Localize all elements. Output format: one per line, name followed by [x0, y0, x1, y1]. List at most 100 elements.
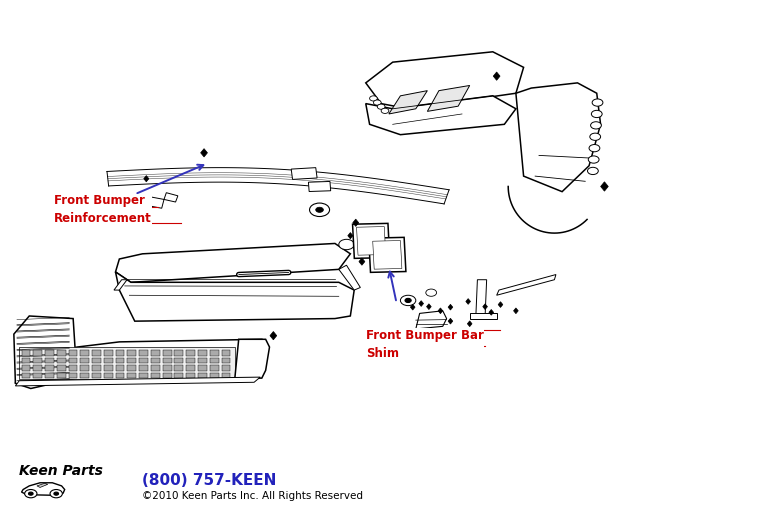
Bar — [186, 350, 195, 356]
Polygon shape — [19, 347, 235, 379]
Circle shape — [50, 490, 62, 498]
Bar — [209, 358, 219, 363]
Polygon shape — [353, 219, 359, 226]
Circle shape — [591, 122, 601, 129]
Polygon shape — [448, 318, 453, 324]
Polygon shape — [389, 91, 427, 114]
Polygon shape — [494, 72, 500, 80]
Text: Front Bumper Bar
Shim: Front Bumper Bar Shim — [366, 329, 484, 360]
Polygon shape — [516, 83, 601, 192]
Bar — [116, 373, 125, 378]
Bar — [57, 358, 65, 363]
Bar — [357, 226, 386, 255]
Circle shape — [25, 490, 37, 498]
Polygon shape — [114, 280, 127, 290]
Bar — [186, 373, 195, 378]
Bar — [104, 350, 112, 356]
Circle shape — [426, 289, 437, 296]
Bar — [80, 373, 89, 378]
Bar — [92, 373, 101, 378]
Circle shape — [590, 133, 601, 140]
Bar — [45, 373, 54, 378]
Polygon shape — [116, 272, 354, 321]
Circle shape — [588, 156, 599, 163]
Bar — [104, 365, 112, 371]
Polygon shape — [22, 483, 65, 495]
Circle shape — [370, 96, 377, 101]
Polygon shape — [366, 52, 524, 109]
Bar — [127, 358, 136, 363]
Bar — [80, 365, 89, 371]
Bar — [151, 350, 160, 356]
Polygon shape — [470, 313, 497, 319]
Polygon shape — [498, 302, 503, 308]
Polygon shape — [466, 299, 470, 305]
Bar — [104, 358, 112, 363]
Polygon shape — [107, 168, 449, 204]
Bar — [151, 373, 160, 378]
Bar — [92, 350, 101, 356]
Bar — [127, 365, 136, 371]
Bar — [92, 358, 101, 363]
Circle shape — [54, 492, 59, 495]
Circle shape — [591, 110, 602, 118]
Polygon shape — [15, 339, 262, 383]
Bar — [139, 350, 148, 356]
Polygon shape — [235, 339, 270, 378]
Polygon shape — [476, 280, 487, 316]
Bar — [309, 181, 330, 192]
Polygon shape — [142, 196, 164, 208]
Bar — [198, 350, 207, 356]
Bar — [162, 350, 172, 356]
Circle shape — [588, 167, 598, 175]
Bar — [209, 365, 219, 371]
Bar — [22, 350, 30, 356]
Polygon shape — [14, 316, 77, 388]
Polygon shape — [116, 243, 350, 282]
Bar — [69, 373, 78, 378]
Text: Keen Parts: Keen Parts — [19, 464, 103, 479]
Bar — [139, 365, 148, 371]
Bar — [92, 365, 101, 371]
Bar — [198, 373, 207, 378]
Bar — [291, 168, 317, 179]
Bar — [57, 373, 65, 378]
Text: Front Bumper
Reinforcement: Front Bumper Reinforcement — [54, 194, 152, 225]
Bar — [33, 365, 42, 371]
Polygon shape — [359, 258, 365, 265]
Polygon shape — [601, 182, 608, 191]
Bar — [45, 350, 54, 356]
Polygon shape — [339, 265, 360, 290]
Bar — [116, 365, 125, 371]
Circle shape — [310, 203, 330, 217]
Bar — [175, 358, 183, 363]
Polygon shape — [448, 305, 453, 310]
Circle shape — [373, 100, 381, 105]
Bar — [175, 373, 183, 378]
Bar — [22, 365, 30, 371]
Circle shape — [377, 104, 385, 109]
Circle shape — [339, 239, 354, 250]
Bar — [80, 350, 89, 356]
Polygon shape — [201, 149, 207, 157]
Bar — [22, 358, 30, 363]
Polygon shape — [164, 193, 178, 202]
Bar — [33, 373, 42, 378]
Bar — [69, 350, 78, 356]
Bar — [151, 358, 160, 363]
Polygon shape — [489, 310, 494, 315]
Bar — [373, 240, 402, 269]
Text: ©2010 Keen Parts Inc. All Rights Reserved: ©2010 Keen Parts Inc. All Rights Reserve… — [142, 491, 363, 501]
Bar — [116, 358, 125, 363]
Polygon shape — [483, 304, 487, 310]
Bar — [222, 373, 230, 378]
Bar — [222, 358, 230, 363]
Bar — [162, 373, 172, 378]
Bar — [57, 350, 65, 356]
Bar — [33, 358, 42, 363]
Bar — [186, 358, 195, 363]
Polygon shape — [15, 377, 260, 386]
Polygon shape — [416, 311, 447, 329]
Bar — [69, 358, 78, 363]
Circle shape — [592, 99, 603, 106]
